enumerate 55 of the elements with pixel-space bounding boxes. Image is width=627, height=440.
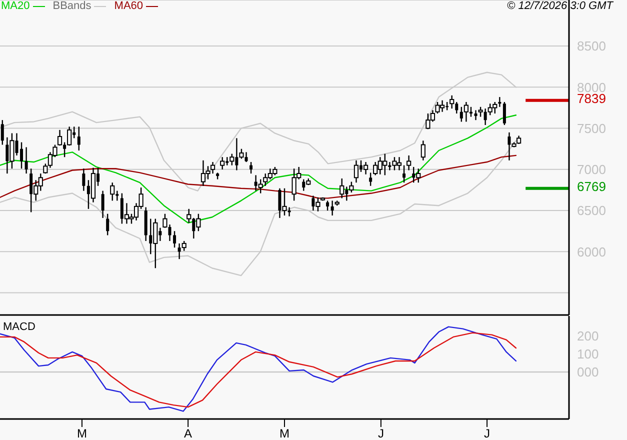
- candlestick: [67, 126, 72, 146]
- candlestick: [416, 168, 421, 184]
- y-tick-label: 000: [577, 364, 599, 380]
- x-tick-label: M: [280, 426, 290, 440]
- candlestick: [0, 119, 4, 146]
- candlestick: [250, 161, 253, 174]
- legend-label: MA60: [114, 0, 144, 12]
- ref-line-label: 6769: [577, 179, 606, 194]
- candlestick: [110, 182, 115, 202]
- x-tick-label: J: [484, 426, 490, 440]
- candlestick: [106, 213, 110, 236]
- candlestick: [420, 140, 426, 161]
- candlestick: [330, 200, 334, 216]
- x-tick-label: A: [184, 426, 192, 440]
- annotation: © 12/7/2026 3:0 GMT: [507, 0, 613, 12]
- y-tick-label: 200: [577, 328, 599, 344]
- candlestick: [354, 160, 359, 184]
- candlestick: [20, 142, 24, 170]
- candlestick: [82, 168, 86, 192]
- line-series: [0, 154, 517, 199]
- chart-title: MACD: [3, 321, 36, 333]
- candlestick: [406, 154, 412, 171]
- y-tick-label: 6000: [577, 244, 606, 260]
- candlestick: [220, 156, 225, 170]
- x-tick-label: J: [378, 426, 384, 440]
- legend-label: BBands: [52, 0, 92, 12]
- candlestick: [340, 178, 344, 199]
- y-tick-label: 100: [577, 346, 599, 362]
- candlestick: [326, 200, 330, 212]
- candlestick: [498, 96, 502, 108]
- candlestick: [282, 188, 287, 216]
- x-tick-label: M: [76, 426, 87, 440]
- candlestick: [402, 164, 406, 184]
- legend-label: MA20: [1, 0, 31, 12]
- line-series: [0, 114, 517, 224]
- candlestick: [101, 190, 104, 219]
- candlestick: [230, 153, 234, 166]
- y-tick-label: 6500: [577, 203, 606, 218]
- candlestick: [316, 196, 320, 212]
- candlestick: [258, 178, 263, 194]
- candlestick: [24, 146, 28, 174]
- y-tick-label: 8500: [577, 38, 606, 54]
- candlestick: [77, 126, 80, 152]
- candlestick: [464, 101, 468, 122]
- candlestick: [182, 240, 186, 252]
- candlestick: [10, 132, 14, 170]
- candlestick: [363, 161, 368, 175]
- candlestick: [57, 129, 62, 146]
- candlestick: [173, 230, 176, 248]
- candlestick: [502, 101, 506, 126]
- y-tick-label: 7500: [577, 120, 606, 136]
- y-tick-label: 7000: [577, 162, 606, 178]
- candlestick: [450, 94, 454, 110]
- candlestick: [369, 172, 372, 186]
- candlestick: [153, 218, 158, 269]
